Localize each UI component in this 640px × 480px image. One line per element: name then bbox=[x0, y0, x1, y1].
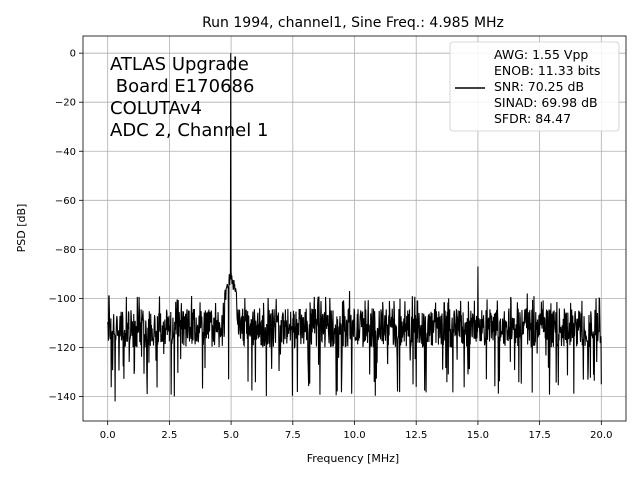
annotation-line-3: COLUTAv4 bbox=[110, 98, 202, 119]
y-tick-label: −140 bbox=[49, 392, 76, 403]
y-tick-label: −60 bbox=[55, 196, 76, 207]
y-axis-ticks: 0 −20 −40 −60 −80 −100 −120 −140 bbox=[49, 49, 83, 403]
x-tick-label: 0.0 bbox=[100, 430, 116, 441]
legend-box bbox=[449, 41, 620, 132]
x-tick-label: 10.0 bbox=[343, 430, 365, 441]
x-axis-label: Frequency [MHz] bbox=[307, 452, 399, 465]
legend-entry-sinad: SINAD: 69.98 dB bbox=[494, 95, 598, 110]
psd-series-line bbox=[107, 53, 602, 402]
annotation-line-4: ADC 2, Channel 1 bbox=[110, 120, 268, 141]
y-tick-label: −80 bbox=[55, 245, 76, 256]
x-tick-label: 7.5 bbox=[285, 430, 301, 441]
y-tick-label: −20 bbox=[55, 98, 76, 109]
legend: AWG: 1.55 Vpp ENOB: 11.33 bits SNR: 70.2… bbox=[449, 41, 620, 132]
grid-lines bbox=[83, 36, 626, 421]
y-axis-label: PSD [dB] bbox=[15, 204, 28, 253]
x-tick-label: 20.0 bbox=[590, 430, 612, 441]
x-tick-label: 17.5 bbox=[528, 430, 550, 441]
annotation-line-2: Board E170686 bbox=[110, 76, 254, 97]
legend-entry-sfdr: SFDR: 84.47 bbox=[494, 111, 571, 126]
y-tick-label: −40 bbox=[55, 147, 76, 158]
annotation-line-1: ATLAS Upgrade bbox=[110, 54, 249, 75]
y-tick-label: −100 bbox=[49, 294, 76, 305]
x-tick-label: 12.5 bbox=[405, 430, 427, 441]
x-tick-label: 5.0 bbox=[223, 430, 239, 441]
y-tick-label: 0 bbox=[70, 49, 76, 60]
x-tick-label: 15.0 bbox=[467, 430, 489, 441]
legend-entry-enob: ENOB: 11.33 bits bbox=[494, 63, 600, 78]
x-tick-label: 2.5 bbox=[161, 430, 177, 441]
legend-entry-awg: AWG: 1.55 Vpp bbox=[494, 47, 588, 62]
x-axis-ticks: 0.0 2.5 5.0 7.5 10.0 12.5 15.0 17.5 20.0 bbox=[100, 421, 612, 441]
chart-title: Run 1994, channel1, Sine Freq.: 4.985 MH… bbox=[202, 15, 504, 31]
annotation-block: ATLAS Upgrade Board E170686 COLUTAv4 ADC… bbox=[110, 54, 268, 141]
legend-entry-snr: SNR: 70.25 dB bbox=[494, 79, 584, 94]
y-tick-label: −120 bbox=[49, 343, 76, 354]
